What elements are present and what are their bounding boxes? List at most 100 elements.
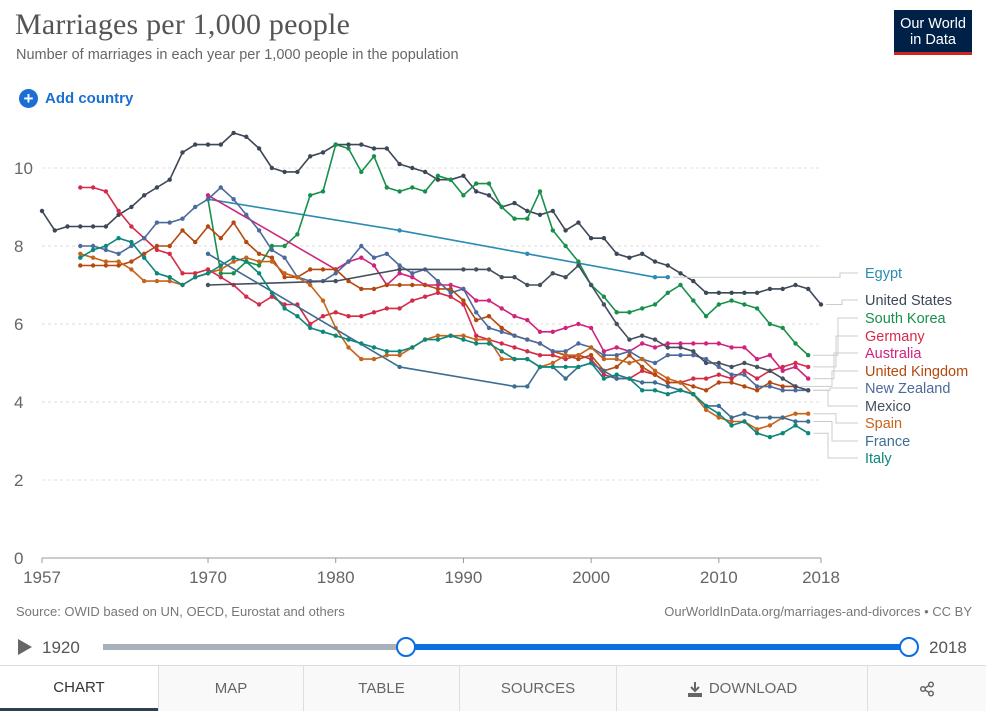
data-point[interactable] xyxy=(359,243,364,249)
data-point[interactable] xyxy=(691,298,696,303)
data-point[interactable] xyxy=(537,341,543,346)
data-point[interactable] xyxy=(499,341,504,346)
data-point[interactable] xyxy=(410,282,415,288)
data-point[interactable] xyxy=(614,376,619,381)
data-point[interactable] xyxy=(103,259,109,264)
data-point[interactable] xyxy=(154,243,160,249)
data-point[interactable] xyxy=(333,267,338,272)
data-point[interactable] xyxy=(359,286,364,292)
data-point[interactable] xyxy=(333,310,338,315)
data-point[interactable] xyxy=(780,388,785,393)
data-point[interactable] xyxy=(512,345,517,350)
data-point[interactable] xyxy=(550,208,555,214)
data-point[interactable] xyxy=(678,282,683,288)
data-point[interactable] xyxy=(90,255,96,260)
data-point[interactable] xyxy=(512,200,517,206)
data-point[interactable] xyxy=(397,282,402,288)
data-point[interactable] xyxy=(563,228,568,233)
data-point[interactable] xyxy=(691,392,696,397)
data-point[interactable] xyxy=(359,142,364,147)
data-point[interactable] xyxy=(640,388,645,393)
data-point[interactable] xyxy=(116,208,121,214)
data-point[interactable] xyxy=(193,239,198,245)
data-point[interactable] xyxy=(244,259,249,264)
data-point[interactable] xyxy=(640,306,645,311)
data-point[interactable] xyxy=(627,376,632,381)
data-point[interactable] xyxy=(154,220,160,225)
data-point[interactable] xyxy=(729,415,734,420)
data-point[interactable] xyxy=(384,185,389,190)
data-point[interactable] xyxy=(78,251,83,256)
data-point[interactable] xyxy=(665,384,670,389)
data-point[interactable] xyxy=(103,263,109,268)
data-point[interactable] xyxy=(282,306,287,311)
data-point[interactable] xyxy=(346,259,351,264)
data-point[interactable] xyxy=(716,302,721,307)
data-point[interactable] xyxy=(499,275,504,280)
data-point[interactable] xyxy=(754,431,760,436)
data-point[interactable] xyxy=(665,392,670,397)
data-point[interactable] xyxy=(486,325,492,331)
play-icon[interactable] xyxy=(18,639,32,655)
data-point[interactable] xyxy=(576,321,581,327)
data-point[interactable] xyxy=(384,282,389,288)
data-point[interactable] xyxy=(512,384,517,389)
data-point[interactable] xyxy=(691,341,696,346)
data-point[interactable] xyxy=(384,251,389,256)
data-point[interactable] xyxy=(806,286,811,292)
data-point[interactable] xyxy=(129,204,134,210)
data-point[interactable] xyxy=(346,345,351,350)
data-point[interactable] xyxy=(780,376,785,381)
data-point[interactable] xyxy=(550,349,555,354)
legend-label[interactable]: New Zealand xyxy=(865,381,950,397)
data-point[interactable] xyxy=(90,243,96,249)
data-point[interactable] xyxy=(627,353,632,358)
data-point[interactable] xyxy=(167,251,172,256)
data-point[interactable] xyxy=(563,376,568,381)
data-point[interactable] xyxy=(154,247,160,253)
data-point[interactable] xyxy=(537,189,543,194)
data-point[interactable] xyxy=(142,193,147,198)
tab-map[interactable]: MAP xyxy=(158,666,303,711)
data-point[interactable] xyxy=(691,349,696,354)
data-point[interactable] xyxy=(793,419,798,424)
data-point[interactable] xyxy=(410,275,415,280)
data-point[interactable] xyxy=(742,411,747,416)
data-point[interactable] xyxy=(435,286,441,292)
data-point[interactable] xyxy=(308,154,313,159)
data-point[interactable] xyxy=(103,247,109,253)
data-point[interactable] xyxy=(793,360,798,366)
data-point[interactable] xyxy=(269,259,275,264)
data-point[interactable] xyxy=(474,189,479,194)
data-point[interactable] xyxy=(614,345,619,350)
data-point[interactable] xyxy=(652,388,658,393)
data-point[interactable] xyxy=(410,165,415,171)
data-point[interactable] xyxy=(742,384,747,389)
data-point[interactable] xyxy=(806,419,811,424)
data-point[interactable] xyxy=(422,189,428,194)
data-point[interactable] xyxy=(333,333,338,338)
data-point[interactable] xyxy=(244,134,249,139)
data-point[interactable] xyxy=(665,263,670,268)
add-country-button[interactable]: + Add country xyxy=(19,89,133,108)
data-point[interactable] xyxy=(218,263,223,268)
data-point[interactable] xyxy=(793,384,798,389)
data-point[interactable] xyxy=(346,337,351,342)
data-point[interactable] xyxy=(205,224,211,229)
data-point[interactable] xyxy=(601,302,607,307)
data-point[interactable] xyxy=(474,333,479,338)
data-point[interactable] xyxy=(627,255,632,260)
data-point[interactable] xyxy=(767,368,773,373)
data-point[interactable] xyxy=(563,325,568,331)
data-point[interactable] xyxy=(116,212,121,217)
data-point[interactable] xyxy=(231,220,236,225)
data-point[interactable] xyxy=(729,345,734,350)
data-point[interactable] xyxy=(563,356,568,362)
data-point[interactable] xyxy=(806,388,811,393)
data-point[interactable] xyxy=(703,407,709,412)
data-point[interactable] xyxy=(754,356,760,362)
data-point[interactable] xyxy=(448,286,453,292)
data-point[interactable] xyxy=(703,341,709,346)
data-point[interactable] xyxy=(640,341,645,346)
data-point[interactable] xyxy=(588,282,594,288)
